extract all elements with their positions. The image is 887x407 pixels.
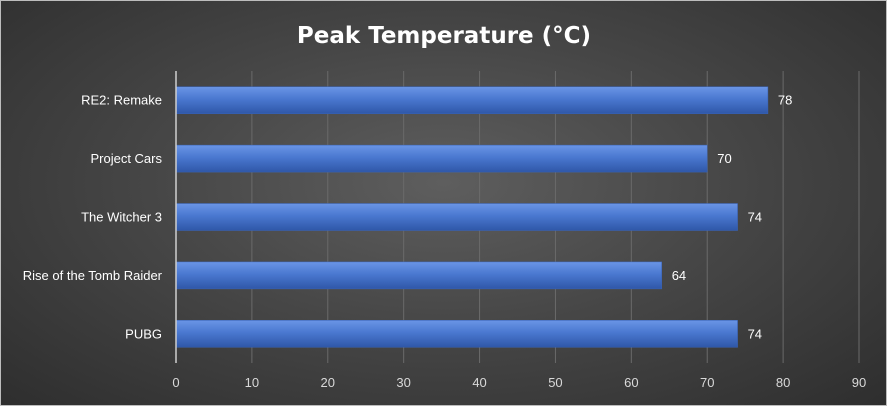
bar bbox=[175, 203, 738, 231]
x-tick-label: 60 bbox=[624, 375, 638, 390]
category-label: Project Cars bbox=[90, 151, 162, 166]
bars bbox=[175, 86, 769, 348]
x-tick-label: 0 bbox=[172, 375, 179, 390]
x-tick-label: 90 bbox=[852, 375, 866, 390]
category-labels: RE2: Remake Project Cars The Witcher 3 Rise… bbox=[23, 93, 163, 342]
bar bbox=[175, 144, 708, 173]
data-label: 78 bbox=[778, 93, 792, 108]
x-tick-label: 50 bbox=[548, 375, 562, 390]
category-label: PUBG bbox=[125, 326, 162, 341]
x-axis-ticks: 0 10 20 30 40 50 60 70 80 90 bbox=[172, 375, 866, 390]
category-label: Rise of the Tomb Raider bbox=[23, 268, 163, 283]
bar bbox=[175, 320, 738, 348]
data-label: 64 bbox=[672, 268, 686, 283]
data-labels: 78 70 74 64 74 bbox=[672, 93, 793, 342]
x-tick-label: 30 bbox=[396, 375, 410, 390]
x-tick-label: 80 bbox=[776, 375, 790, 390]
x-tick-label: 40 bbox=[472, 375, 486, 390]
x-tick-label: 70 bbox=[700, 375, 714, 390]
x-tick-label: 10 bbox=[245, 375, 259, 390]
category-label: RE2: Remake bbox=[81, 93, 162, 108]
bar bbox=[175, 261, 662, 290]
data-label: 74 bbox=[748, 326, 762, 341]
data-label: 70 bbox=[717, 151, 731, 166]
category-label: The Witcher 3 bbox=[81, 210, 162, 225]
x-tick-label: 20 bbox=[321, 375, 335, 390]
data-label: 74 bbox=[748, 210, 762, 225]
bar bbox=[175, 86, 769, 114]
chart-title: Peak Temperature (°C) bbox=[297, 23, 591, 49]
